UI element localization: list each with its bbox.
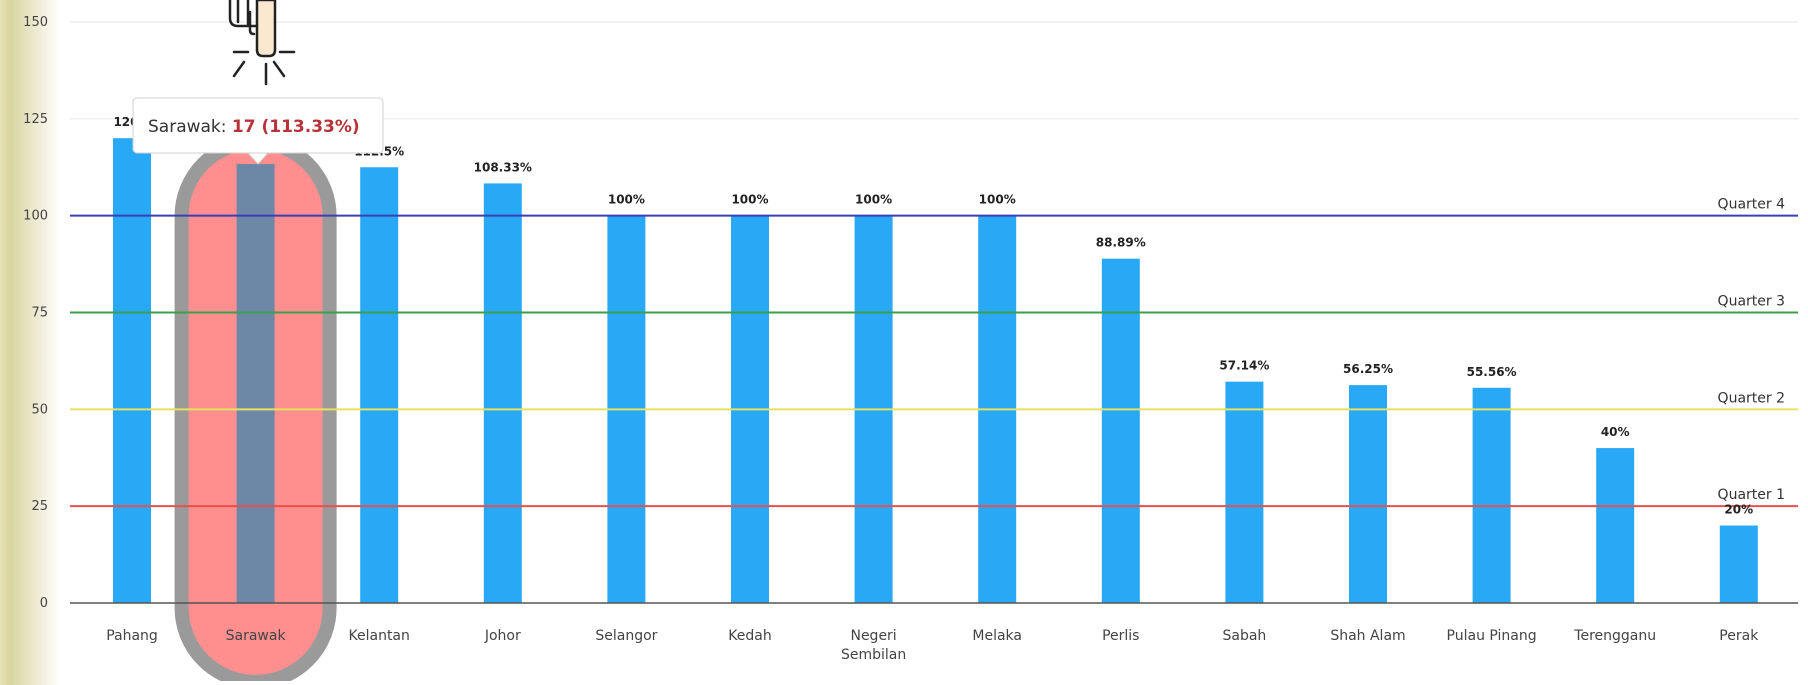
x-tick-label: Kedah xyxy=(728,628,771,644)
tooltip: Sarawak: 17 (113.33%) xyxy=(132,97,384,165)
reference-line-label: Quarter 2 xyxy=(1718,390,1785,406)
reference-line-label: Quarter 4 xyxy=(1718,197,1786,213)
y-tick-label: 50 xyxy=(31,402,48,417)
x-tick-label: Johor xyxy=(484,628,521,644)
tooltip-text: Sarawak: 17 (113.33%) xyxy=(148,117,360,137)
tooltip-label: Sarawak: xyxy=(148,117,232,137)
data-label: 55.56% xyxy=(1467,365,1517,379)
y-tick-label: 75 xyxy=(31,306,48,321)
bar-pulau-pinang[interactable] xyxy=(1472,387,1511,603)
reference-line-label: Quarter 1 xyxy=(1718,487,1785,503)
hand-finger xyxy=(255,0,277,58)
y-tick-label: 100 xyxy=(23,209,48,224)
hand-knuckles xyxy=(228,0,259,28)
y-tick-label: 125 xyxy=(23,112,48,127)
data-label: 100% xyxy=(855,193,892,207)
x-tick-label: Terengganu xyxy=(1573,628,1656,644)
x-tick-label: Sabah xyxy=(1222,628,1266,644)
y-tick-label: 0 xyxy=(40,596,48,611)
reference-line-label: Quarter 3 xyxy=(1718,294,1785,310)
bar-sarawak[interactable] xyxy=(236,164,275,603)
data-label: 20% xyxy=(1724,503,1753,517)
bar-perak[interactable] xyxy=(1719,525,1758,603)
data-label: 100% xyxy=(731,193,768,207)
hand-thumb xyxy=(248,10,256,36)
x-tick-label: Pahang xyxy=(106,628,158,644)
bar-johor[interactable] xyxy=(483,183,522,603)
x-tick-label: Sarawak xyxy=(226,628,287,644)
data-label: 88.89% xyxy=(1096,236,1146,250)
data-label: 100% xyxy=(979,193,1016,207)
y-tick-label: 150 xyxy=(23,15,48,30)
bar-kelantan[interactable] xyxy=(360,167,399,603)
click-ray xyxy=(232,60,246,78)
x-tick-label: Perlis xyxy=(1102,628,1139,644)
data-label: 57.14% xyxy=(1219,359,1269,373)
tooltip-arrow xyxy=(246,152,270,165)
click-ray xyxy=(272,60,286,78)
x-tick-label: Perak xyxy=(1719,628,1759,644)
bar-shah-alam[interactable] xyxy=(1349,385,1387,603)
data-label: 108.33% xyxy=(474,160,532,174)
y-tick-label: 25 xyxy=(31,499,48,514)
x-tick-label: Melaka xyxy=(972,628,1022,644)
tooltip-value: 17 (113.33%) xyxy=(232,117,360,137)
x-tick-label: Shah Alam xyxy=(1330,628,1405,644)
bar-perlis[interactable] xyxy=(1101,258,1140,603)
hand-pointer-icon xyxy=(228,0,296,86)
x-tick-label: Pulau Pinang xyxy=(1447,628,1537,644)
bar-pahang[interactable] xyxy=(113,138,151,603)
x-tick-label: Negeri Sembilan xyxy=(841,628,906,663)
data-label: 56.25% xyxy=(1343,362,1393,376)
x-tick-label: Kelantan xyxy=(349,628,410,644)
bar-terengganu[interactable] xyxy=(1596,448,1635,603)
data-label: 40% xyxy=(1601,425,1630,439)
x-tick-label: Selangor xyxy=(595,628,657,644)
data-label: 100% xyxy=(608,193,645,207)
bar-sabah[interactable] xyxy=(1225,381,1264,603)
